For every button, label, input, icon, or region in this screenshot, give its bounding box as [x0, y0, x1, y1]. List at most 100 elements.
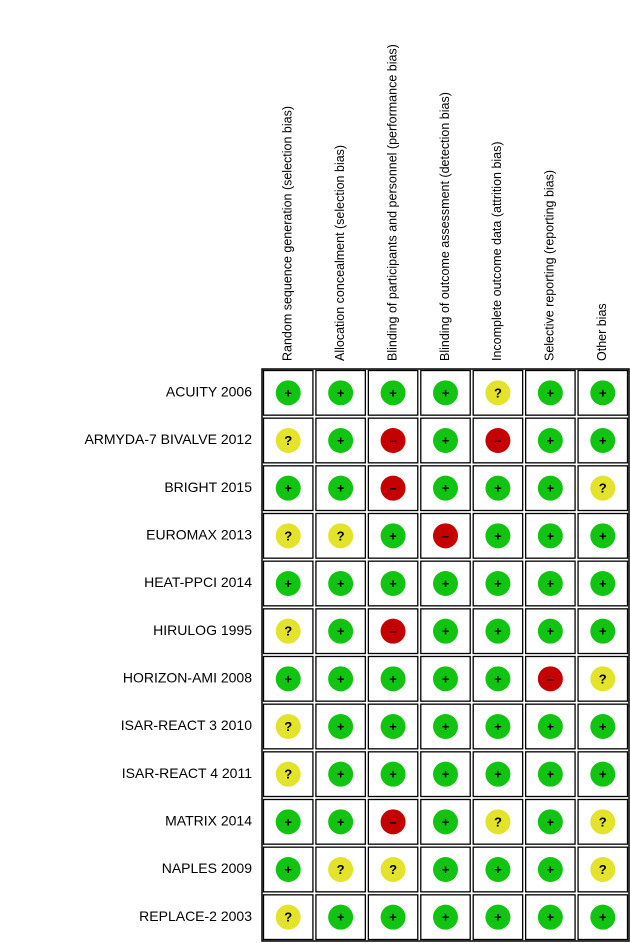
cell [472, 846, 524, 893]
cell [315, 894, 367, 941]
judgement-symbol: + [284, 481, 292, 496]
judgement-symbol: + [442, 767, 450, 782]
judgement-symbol: – [389, 814, 396, 829]
study-label: NAPLES 2009 [162, 860, 252, 876]
judgement-dot [433, 857, 458, 882]
judgement-symbol: + [337, 433, 345, 448]
judgement-symbol: + [494, 528, 502, 543]
judgement-dot [590, 809, 616, 835]
judgement-dot [590, 523, 616, 549]
cell [420, 894, 471, 941]
judgement-dot [433, 380, 458, 406]
judgement-symbol: – [494, 433, 501, 448]
cell [420, 560, 471, 607]
judgement-symbol: + [494, 862, 502, 877]
column-header: Allocation concealment (selection bias) [333, 145, 347, 361]
judgement-symbol: + [442, 385, 450, 400]
judgement-symbol: + [494, 671, 502, 686]
judgement-dot [328, 571, 354, 596]
study-label: ACUITY 2006 [166, 384, 252, 400]
column-header: Selective reporting (reporting bias) [543, 170, 557, 361]
judgement-dot [485, 428, 511, 453]
cell [262, 703, 314, 750]
judgement-symbol: + [337, 767, 345, 782]
cell [577, 512, 629, 559]
judgement-symbol: ? [284, 910, 292, 925]
cell [472, 608, 524, 655]
judgement-dot [590, 475, 616, 501]
cell [315, 846, 367, 893]
judgement-symbol: – [389, 433, 396, 448]
cell [315, 798, 367, 845]
judgement-symbol: ? [494, 385, 502, 400]
cell [577, 703, 629, 750]
judgement-symbol: + [599, 767, 607, 782]
judgement-symbol: + [547, 385, 555, 400]
cell [262, 608, 314, 655]
cell [472, 655, 524, 702]
judgement-dot [537, 666, 563, 692]
cell [577, 608, 629, 655]
judgement-dot [590, 618, 616, 644]
judgement-dot [275, 571, 301, 596]
judgement-dot [328, 761, 354, 787]
cell [420, 512, 471, 559]
cell [524, 608, 576, 655]
judgement-symbol: ? [599, 671, 607, 686]
judgement-symbol: + [442, 576, 450, 591]
judgement-dot [590, 380, 616, 406]
cell [577, 417, 629, 464]
judgement-symbol: + [547, 481, 555, 496]
judgement-dot [275, 475, 301, 501]
cell [367, 512, 419, 559]
judgement-symbol: ? [284, 433, 292, 448]
judgement-dot [275, 428, 301, 453]
judgement-symbol: + [389, 576, 397, 591]
judgement-dot [380, 380, 406, 406]
judgement-symbol: + [599, 528, 607, 543]
judgement-dot [590, 857, 616, 882]
judgement-dot [275, 761, 301, 787]
study-label: ARMYDA-7 BIVALVE 2012 [84, 431, 252, 447]
cell [315, 751, 367, 798]
study-label: MATRIX 2014 [165, 813, 252, 829]
judgement-dot [433, 571, 458, 596]
judgement-symbol: ? [599, 814, 607, 829]
judgement-symbol: + [599, 624, 607, 639]
study-label: BRIGHT 2015 [164, 479, 252, 495]
cell [472, 417, 524, 464]
judgement-symbol: + [494, 767, 502, 782]
judgement-dot [433, 475, 458, 501]
judgement-dot [380, 523, 406, 549]
judgement-symbol: + [442, 671, 450, 686]
judgement-dot [433, 904, 458, 930]
judgement-symbol: + [442, 719, 450, 734]
judgement-symbol: + [389, 671, 397, 686]
judgement-dot [328, 428, 354, 453]
cell [262, 560, 314, 607]
judgement-symbol: + [337, 719, 345, 734]
cell [315, 703, 367, 750]
cell [367, 798, 419, 845]
judgement-dot [433, 523, 458, 549]
judgement-dot [275, 714, 301, 739]
judgement-dot [485, 571, 511, 596]
judgement-symbol: + [494, 910, 502, 925]
judgement-symbol: ? [284, 624, 292, 639]
study-label: REPLACE-2 2003 [139, 908, 252, 924]
judgement-dot [275, 380, 301, 406]
judgement-symbol: – [547, 671, 554, 686]
judgement-dot [537, 475, 563, 501]
cell [472, 703, 524, 750]
judgement-dot [485, 666, 511, 692]
study-label: ISAR-REACT 3 2010 [121, 717, 252, 733]
cell [315, 655, 367, 702]
judgement-dot [537, 761, 563, 787]
judgement-dot [328, 666, 354, 692]
cell [262, 417, 314, 464]
study-label: ISAR-REACT 4 2011 [122, 765, 252, 781]
cell [315, 465, 367, 512]
judgement-dot [590, 761, 616, 787]
column-header: Incomplete outcome data (attrition bias) [490, 141, 504, 361]
